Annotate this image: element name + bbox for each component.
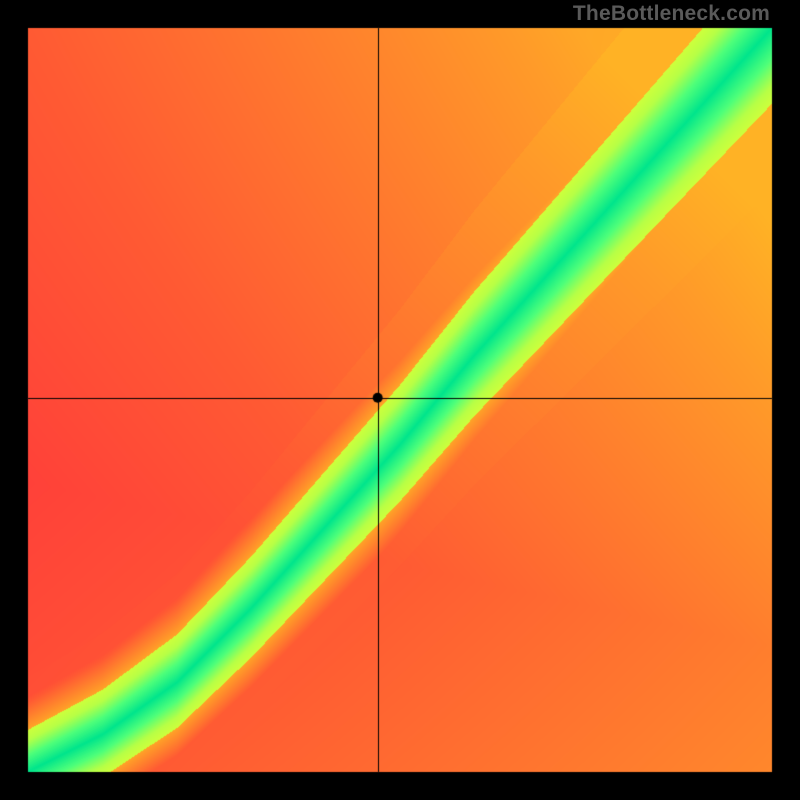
- crosshair-overlay: [0, 0, 800, 800]
- watermark-text: TheBottleneck.com: [573, 2, 770, 26]
- heatmap-container: { "watermark": { "text": "TheBottleneck.…: [0, 0, 800, 800]
